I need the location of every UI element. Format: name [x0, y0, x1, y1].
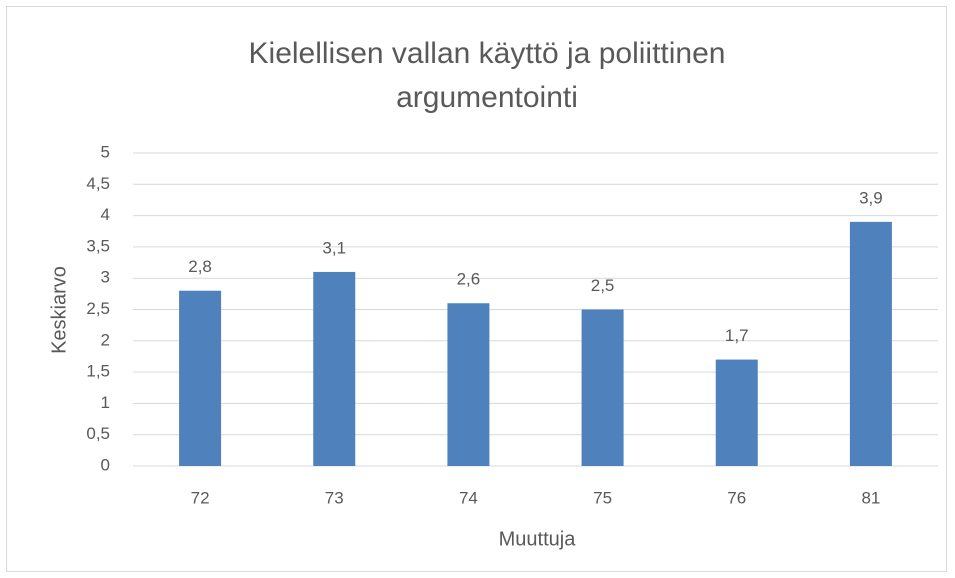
y-tick-label: 2 [101, 330, 110, 349]
bar [179, 290, 222, 466]
bar [715, 359, 758, 466]
y-tick-label: 2,5 [86, 299, 110, 318]
x-tick-label: 73 [325, 488, 344, 507]
x-tick-label: 74 [459, 488, 478, 507]
x-tick-label: 75 [593, 488, 612, 507]
bar [447, 303, 490, 466]
y-tick-label: 5 [101, 142, 110, 161]
y-tick-label: 1,5 [86, 362, 110, 381]
data-label: 2,8 [188, 257, 212, 276]
y-tick-label: 3 [101, 268, 110, 287]
x-tick-label: 72 [191, 488, 210, 507]
y-tick-label: 0,5 [86, 424, 110, 443]
data-label: 1,7 [725, 326, 749, 345]
y-axis-label: Keskiarvo [48, 266, 70, 354]
data-label: 3,9 [859, 188, 883, 207]
chart-title: Kielellisen vallan käyttö ja poliittinen… [248, 37, 726, 114]
y-tick-label: 1 [101, 393, 110, 412]
y-tick-label: 3,5 [86, 236, 110, 255]
x-tick-label: 81 [861, 488, 880, 507]
chart-border [6, 6, 947, 572]
data-label: 2,5 [591, 276, 615, 295]
x-axis-label: Muuttuja [499, 528, 577, 550]
bar [581, 309, 624, 466]
y-tick-label: 4,5 [86, 174, 110, 193]
y-tick-label: 0 [101, 455, 110, 474]
data-label: 3,1 [322, 238, 346, 257]
y-tick-label: 4 [101, 205, 110, 224]
bar [849, 221, 892, 466]
x-tick-label: 76 [727, 488, 746, 507]
data-label: 2,6 [457, 270, 481, 289]
bar [313, 271, 356, 466]
